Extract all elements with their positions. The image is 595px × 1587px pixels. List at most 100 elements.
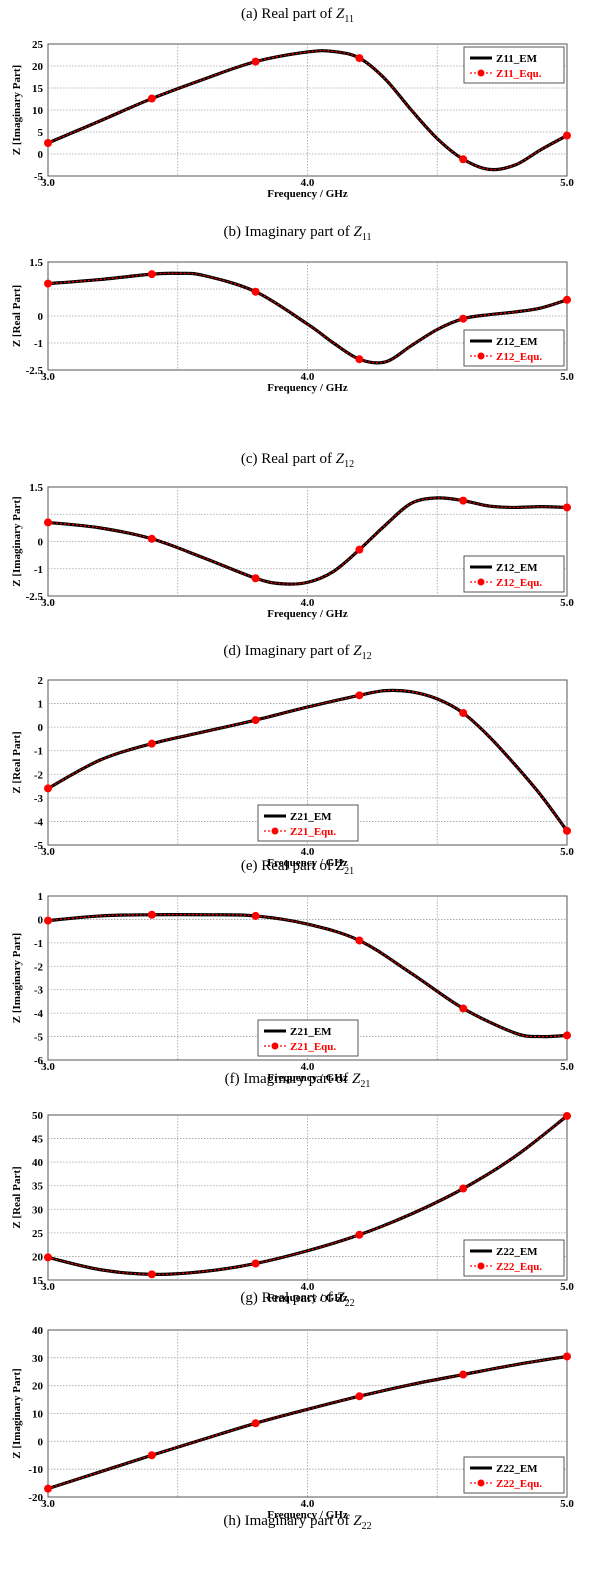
caption-text: (e) Real part of xyxy=(241,858,336,874)
legend-marker-equ xyxy=(477,69,485,77)
x-tick-label: 5.0 xyxy=(560,597,574,609)
y-tick-label: 1 xyxy=(38,891,44,903)
legend: Z11_EM Z11_Equ. xyxy=(463,46,565,84)
x-tick-label: 4.0 xyxy=(301,846,315,858)
caption-text: (d) Imaginary part of xyxy=(223,643,353,659)
x-tick-label: 5.0 xyxy=(560,1498,574,1510)
y-tick-label: 2 xyxy=(38,675,44,687)
x-axis-label: Frequency / GHz xyxy=(267,382,348,394)
caption-4: (d) Imaginary part of Z12 xyxy=(223,643,371,662)
data-point-equ xyxy=(44,1253,52,1262)
y-tick-label: -4 xyxy=(34,816,44,828)
x-axis-label: Frequency / GHz xyxy=(267,1509,348,1521)
x-axis-label: Frequency / GHz xyxy=(267,608,348,620)
data-point-equ xyxy=(44,1484,52,1493)
caption-variable: Z xyxy=(336,1290,345,1306)
data-point-equ xyxy=(355,691,364,700)
data-point-equ xyxy=(459,1004,468,1013)
data-point-equ xyxy=(563,131,571,140)
series-line-equ xyxy=(47,689,568,832)
series-line-equ xyxy=(47,497,568,585)
legend-marker-equ xyxy=(477,1479,485,1487)
legend-label-equ: Z21_Equ. xyxy=(290,826,336,838)
chart-1: -5 0 5 10 15 20 25 3.0 4.0 5.0 Frequency / GHz Z [I… xyxy=(11,39,574,200)
legend-box xyxy=(463,46,565,84)
x-axis-label: Frequency / GHz xyxy=(267,1072,348,1084)
data-point-equ xyxy=(355,1230,364,1239)
caption-6: (f) Imaginary part of Z21 xyxy=(225,1071,371,1090)
data-point-equ xyxy=(147,910,156,919)
y-tick-label: 1.5 xyxy=(29,482,43,494)
series-line-equ xyxy=(47,50,568,171)
y-tick-label: 1 xyxy=(38,699,44,711)
caption-variable: Z xyxy=(353,1513,362,1529)
y-tick-label: -10 xyxy=(28,1464,43,1476)
legend-label-em: Z12_EM xyxy=(496,336,538,348)
data-point-equ xyxy=(563,1111,571,1120)
chart-4: -5 -4 -3 -2 -1 0 1 2 3.0 4.0 5.0 Frequency / GHz Z [… xyxy=(11,675,574,869)
series-line-em xyxy=(47,912,568,1039)
caption-subscript: 21 xyxy=(344,866,354,877)
legend-label-equ: Z11_Equ. xyxy=(496,68,542,80)
caption-variable: Z xyxy=(352,1071,361,1087)
legend-box xyxy=(463,1456,565,1494)
x-axis-label: Frequency / GHz xyxy=(267,857,348,869)
data-point-equ xyxy=(459,1370,468,1379)
data-point-equ xyxy=(355,1392,364,1401)
y-tick-label: 25 xyxy=(32,39,44,51)
caption-subscript: 22 xyxy=(362,1521,372,1532)
y-tick-label: -1 xyxy=(34,746,43,758)
caption-variable: Z xyxy=(353,643,362,659)
y-tick-label: 0 xyxy=(38,1436,44,1448)
data-point-equ xyxy=(563,295,571,304)
y-tick-label: 0 xyxy=(38,722,44,734)
data-point-equ xyxy=(251,1419,260,1428)
data-point-equ xyxy=(44,784,52,793)
caption-subscript: 22 xyxy=(345,1298,355,1309)
series-line-equ xyxy=(47,1355,568,1490)
data-point-equ xyxy=(251,911,260,920)
data-point-equ xyxy=(563,1352,571,1361)
y-tick-label: 30 xyxy=(32,1353,44,1365)
y-tick-label: -1 xyxy=(34,564,43,576)
x-tick-label: 4.0 xyxy=(301,177,315,189)
y-tick-label: 35 xyxy=(32,1181,44,1193)
x-axis-label: Frequency / GHz xyxy=(267,1292,348,1304)
legend-marker-equ xyxy=(271,827,279,835)
data-point-equ xyxy=(147,270,156,279)
y-axis-label: Z [Imaginary Part] xyxy=(11,496,23,586)
x-tick-label: 5.0 xyxy=(560,371,574,383)
y-axis-label: Z [Real Part] xyxy=(11,731,23,793)
y-tick-label: 45 xyxy=(32,1134,44,1146)
legend-label-equ: Z22_Equ. xyxy=(496,1261,542,1273)
data-point-equ xyxy=(563,503,571,512)
x-tick-label: 5.0 xyxy=(560,846,574,858)
data-point-equ xyxy=(251,574,260,583)
y-tick-label: -20 xyxy=(28,1492,43,1504)
y-tick-label: 30 xyxy=(32,1204,44,1216)
data-point-equ xyxy=(355,936,364,945)
legend-marker-equ xyxy=(477,1262,485,1270)
data-point-equ xyxy=(147,1451,156,1460)
caption-subscript: 21 xyxy=(360,1079,370,1090)
data-point-equ xyxy=(459,1184,468,1193)
chart-5: -6 -5 -4 -3 -2 -1 0 1 3.0 4.0 5.0 Frequency / GHz Z … xyxy=(11,891,574,1084)
y-axis-label: Z [Imaginary Part] xyxy=(11,1368,23,1458)
y-tick-label: 0 xyxy=(38,537,44,549)
x-tick-label: 3.0 xyxy=(41,177,55,189)
legend-marker-equ xyxy=(477,352,485,360)
data-point-equ xyxy=(44,916,52,925)
data-point-equ xyxy=(459,155,468,164)
caption-variable: Z xyxy=(353,224,362,240)
y-tick-label: 15 xyxy=(32,83,44,95)
y-tick-label: 0 xyxy=(38,149,44,161)
data-point-equ xyxy=(459,709,468,717)
x-tick-label: 4.0 xyxy=(301,1061,315,1073)
chart-7: -20 -10 0 10 20 30 40 3.0 4.0 5.0 Frequency / GHz Z… xyxy=(11,1325,574,1521)
legend-label-equ: Z12_Equ. xyxy=(496,351,542,363)
y-axis-label: Z [Imaginary Part] xyxy=(11,65,23,155)
legend-label-em: Z21_EM xyxy=(290,1026,332,1038)
x-tick-label: 3.0 xyxy=(41,1498,55,1510)
caption-text: (g) Real part of xyxy=(240,1290,336,1306)
